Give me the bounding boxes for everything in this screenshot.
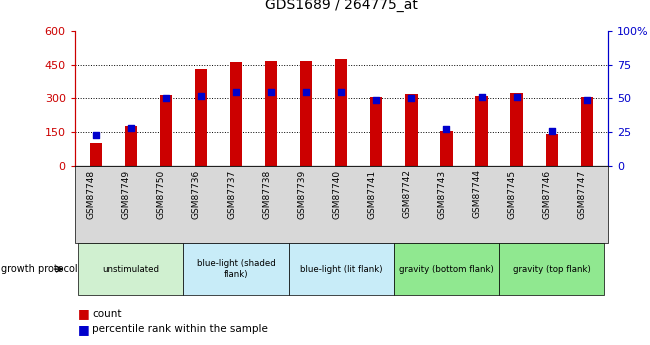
Text: GSM87750: GSM87750 (157, 169, 166, 219)
Point (371, 97, 382, 102)
Text: count: count (92, 309, 122, 319)
Text: GSM87745: GSM87745 (508, 169, 517, 219)
Text: gravity (bottom flank): gravity (bottom flank) (399, 265, 494, 274)
Bar (370, 97, 382, 166)
Text: GDS1689 / 264775_at: GDS1689 / 264775_at (265, 0, 418, 12)
Point (547, 128, 557, 134)
Text: GSM87746: GSM87746 (543, 169, 552, 219)
Text: GSM87736: GSM87736 (192, 169, 201, 219)
Text: GSM87742: GSM87742 (402, 169, 411, 218)
Point (512, 94, 522, 100)
Bar (335, 59, 347, 166)
Text: GSM87741: GSM87741 (367, 169, 376, 219)
Bar (475, 96, 488, 166)
Bar (195, 69, 207, 166)
Text: GSM87749: GSM87749 (122, 169, 131, 219)
Text: GSM87747: GSM87747 (578, 169, 587, 219)
Point (582, 97, 592, 102)
Point (301, 89, 311, 94)
Bar (510, 93, 523, 166)
Text: GSM87748: GSM87748 (87, 169, 96, 219)
Bar (300, 61, 312, 166)
Text: percentile rank within the sample: percentile rank within the sample (92, 325, 268, 334)
Point (161, 96, 171, 101)
Text: ■: ■ (78, 307, 90, 321)
Text: blue-light (shaded
flank): blue-light (shaded flank) (197, 259, 276, 279)
Point (336, 89, 346, 94)
Bar (580, 97, 593, 166)
Text: growth protocol: growth protocol (1, 264, 77, 274)
Bar (545, 134, 558, 166)
Text: GSM87743: GSM87743 (437, 169, 447, 219)
Text: gravity (top flank): gravity (top flank) (513, 265, 590, 274)
Bar (160, 95, 172, 166)
Text: GSM87744: GSM87744 (473, 169, 482, 218)
Bar (265, 61, 278, 166)
Point (90, 132, 101, 137)
Point (406, 96, 417, 101)
Text: GSM87737: GSM87737 (227, 169, 236, 219)
Text: unstimulated: unstimulated (102, 265, 159, 274)
Bar (125, 126, 137, 166)
Bar (230, 62, 242, 166)
Point (441, 127, 452, 132)
Bar (90, 143, 102, 166)
Text: GSM87740: GSM87740 (332, 169, 341, 219)
Bar (405, 94, 417, 166)
Point (196, 93, 206, 98)
Point (266, 89, 276, 94)
Point (231, 89, 241, 94)
Text: blue-light (lit flank): blue-light (lit flank) (300, 265, 382, 274)
Text: ■: ■ (78, 323, 90, 336)
Point (476, 94, 487, 100)
Bar (440, 131, 452, 166)
Point (125, 125, 136, 131)
Text: GSM87739: GSM87739 (297, 169, 306, 219)
Text: GSM87738: GSM87738 (262, 169, 271, 219)
